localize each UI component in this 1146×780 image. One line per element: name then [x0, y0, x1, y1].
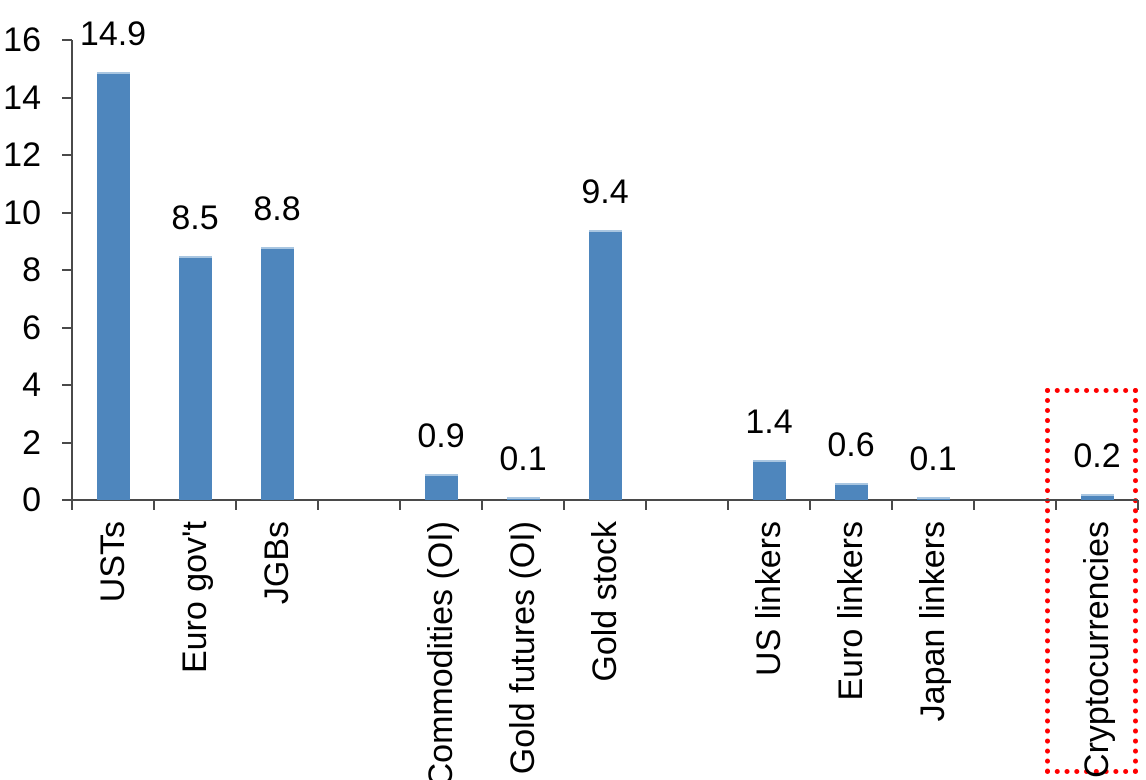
- y-tick: [62, 384, 72, 386]
- bar-usts: [96, 71, 130, 500]
- bar-gold-stock: [588, 229, 622, 500]
- bar-euro-linkers: [834, 482, 868, 500]
- y-axis-label: 10: [3, 193, 41, 232]
- category-label-us-linkers: US linkers: [750, 521, 788, 676]
- x-tick: [71, 500, 73, 510]
- value-label-gold-stock: 9.4: [581, 172, 629, 211]
- x-tick: [727, 500, 729, 510]
- bar-commodities-oi: [424, 474, 458, 500]
- category-label-euro-gov-t: Euro gov't: [176, 521, 214, 674]
- y-tick: [62, 211, 72, 214]
- value-label-cryptocurrencies: 0.2: [1073, 437, 1121, 476]
- y-tick: [62, 441, 72, 444]
- x-tick: [563, 500, 565, 510]
- x-tick: [973, 500, 975, 510]
- y-axis-label: 2: [22, 423, 41, 462]
- category-label-cryptocurrencies: Cryptocurrencies: [1078, 521, 1116, 778]
- y-tick: [62, 96, 72, 99]
- value-label-commodities-oi: 0.9: [417, 417, 465, 456]
- x-tick: [481, 500, 483, 510]
- bar-us-linkers: [752, 459, 786, 500]
- y-tick: [62, 269, 72, 271]
- bar-euro-gov-t: [178, 255, 212, 500]
- bar-gold-futures-oi: [506, 497, 540, 500]
- x-tick: [1055, 500, 1057, 510]
- y-tick: [62, 154, 72, 156]
- category-label-commodities-oi: Commodities (OI): [422, 521, 460, 780]
- x-tick: [153, 500, 155, 510]
- category-label-gold-stock: Gold stock: [586, 521, 624, 682]
- value-label-us-linkers: 1.4: [745, 402, 793, 441]
- y-axis-label: 0: [22, 481, 41, 519]
- value-label-jgbs: 8.8: [253, 190, 301, 228]
- y-axis-label: 12: [3, 136, 41, 174]
- value-label-gold-futures-oi: 0.1: [499, 440, 547, 479]
- category-label-gold-futures-oi: Gold futures (OI): [504, 521, 542, 775]
- value-label-euro-gov-t: 8.5: [171, 198, 219, 237]
- x-tick: [235, 500, 237, 510]
- value-label-japan-linkers: 0.1: [909, 440, 957, 479]
- y-axis-label: 14: [3, 78, 41, 117]
- y-axis-label: 6: [22, 308, 41, 347]
- x-tick: [1137, 500, 1139, 510]
- y-axis-label: 4: [22, 366, 41, 404]
- highlight-box: [1045, 388, 1138, 774]
- bar-jgbs: [260, 247, 294, 500]
- y-axis-label: 16: [3, 21, 41, 59]
- x-axis-line: [71, 499, 1138, 501]
- x-tick: [809, 500, 811, 510]
- bar-cryptocurrencies: [1080, 494, 1114, 500]
- bar-japan-linkers: [916, 497, 950, 500]
- category-label-euro-linkers: Euro linkers: [832, 521, 870, 701]
- x-tick: [399, 500, 401, 510]
- value-label-euro-linkers: 0.6: [827, 425, 875, 464]
- category-label-jgbs: JGBs: [258, 521, 296, 605]
- x-tick: [317, 500, 319, 510]
- y-axis-label: 8: [22, 251, 41, 289]
- y-axis-line: [71, 40, 73, 510]
- value-label-usts: 14.9: [79, 14, 147, 53]
- y-tick: [62, 39, 72, 41]
- category-label-usts: USTs: [94, 521, 132, 603]
- x-tick: [891, 500, 893, 510]
- y-tick: [62, 499, 72, 501]
- x-tick: [645, 500, 647, 510]
- y-tick: [62, 326, 72, 329]
- category-label-japan-linkers: Japan linkers: [914, 521, 952, 722]
